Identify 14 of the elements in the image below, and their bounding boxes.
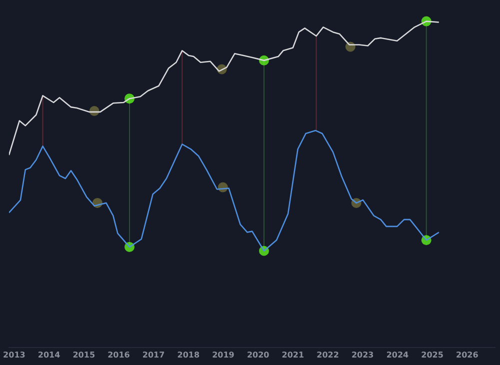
- x-tick-label: 2023: [351, 350, 374, 360]
- x-tick-label: 2018: [177, 350, 200, 360]
- x-tick-label: 2014: [38, 350, 61, 360]
- x-tick-label: 2024: [386, 350, 410, 360]
- x-tick-label: 2015: [72, 350, 96, 360]
- x-tick-label: 2020: [246, 350, 270, 360]
- x-tick-label: 2021: [282, 350, 304, 360]
- x-tick-label: 2025: [421, 350, 444, 360]
- x-tick-label: 2022: [316, 350, 339, 360]
- x-tick-label: 2019: [212, 350, 235, 360]
- x-tick-label: 2026: [456, 350, 479, 360]
- x-tick-label: 2016: [108, 350, 130, 360]
- x-tick-label: 2013: [3, 350, 26, 360]
- x-tick-label: 2017: [142, 350, 165, 360]
